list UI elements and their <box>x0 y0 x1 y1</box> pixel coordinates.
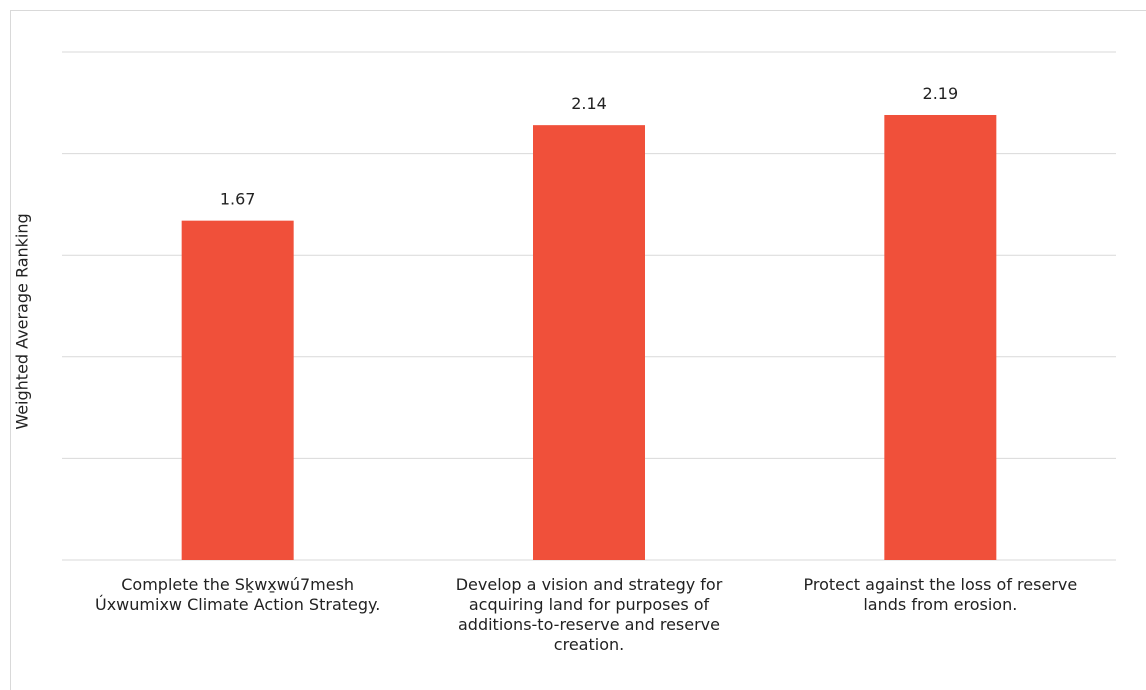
data-label: 2.14 <box>571 94 607 113</box>
chart-frame <box>10 10 1146 690</box>
x-tick-label: Protect against the loss of reserve land… <box>803 575 1078 614</box>
data-labels: 1.67 2.14 2.19 <box>220 84 958 209</box>
bar-chart: 1.67 2.14 2.19 <box>62 51 1116 561</box>
bar <box>181 220 294 560</box>
bar <box>533 125 645 560</box>
bars <box>181 114 997 560</box>
x-tick-label: Complete the Sḵwx̱wú7mesh Úxwumixw Clima… <box>95 575 381 614</box>
y-axis-label: Weighted Average Ranking <box>12 213 32 430</box>
data-label: 1.67 <box>220 190 256 209</box>
x-tick-label: Develop a vision and strategy for acquir… <box>455 575 723 654</box>
data-label: 2.19 <box>923 84 959 103</box>
bar <box>884 114 997 560</box>
